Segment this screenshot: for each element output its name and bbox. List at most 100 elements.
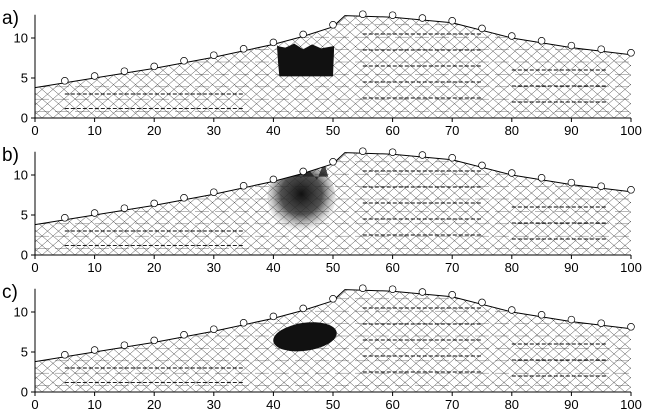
electrode-marker	[627, 323, 635, 331]
y-tick-label: 10	[14, 305, 28, 320]
electrode-marker	[269, 175, 278, 184]
x-tick-label: 0	[31, 397, 38, 411]
electrode-marker	[329, 21, 337, 29]
mesh	[35, 152, 631, 256]
electrode-marker	[120, 67, 129, 75]
electrode-marker	[478, 24, 486, 33]
electrode-marker	[418, 288, 427, 296]
electrode-marker	[537, 37, 546, 45]
electrode-marker	[150, 62, 158, 71]
y-tick-label: 0	[21, 248, 28, 263]
panel-c: c) 0 10 20 30 40 50 60 70 80 90 100 0 5 10	[0, 274, 659, 412]
electrode-marker	[627, 186, 635, 194]
electrode-marker	[388, 148, 397, 156]
anomaly-block	[276, 43, 335, 77]
y-tick-label: 5	[21, 71, 28, 86]
electrode-marker	[567, 315, 576, 324]
x-tick-label: 100	[620, 260, 642, 274]
electrode-marker	[627, 49, 635, 57]
electrode-marker	[359, 284, 367, 292]
panel-a-plot: 0 10 20 30 40 50 60 70 80 90 100 0 5 10	[14, 10, 642, 138]
axes: 0 10 20 30 40 50 60 70 80 90 100 0 5 10	[14, 288, 642, 412]
x-tick-label: 90	[564, 260, 578, 274]
electrode-marker	[597, 45, 605, 53]
electrode-marker	[388, 11, 397, 19]
x-tick-label: 60	[385, 260, 399, 274]
x-tick-label: 80	[505, 123, 519, 137]
electrode-marker	[329, 158, 337, 166]
x-tick-label: 40	[266, 397, 280, 411]
electrode-marker	[239, 182, 248, 190]
electrode-marker	[299, 167, 307, 176]
x-tick-label: 80	[505, 260, 519, 274]
x-tick-label: 70	[445, 397, 459, 411]
electrode-marker	[180, 194, 188, 202]
electrode-marker	[299, 304, 307, 313]
anomaly-ellipse	[273, 322, 337, 352]
x-tick-label: 50	[326, 260, 340, 274]
electrode-marker	[239, 45, 248, 53]
electrode-marker	[299, 30, 307, 39]
electrode-marker	[180, 57, 188, 65]
panel-b: b) 0 10 20 30 40 50 60 70 80 90 100 0 5 10	[0, 137, 659, 275]
x-tick-label: 20	[147, 123, 161, 137]
electrode-marker	[448, 17, 456, 25]
y-tick-label: 5	[21, 208, 28, 223]
electrode-marker	[210, 188, 218, 196]
electrode-marker	[90, 72, 99, 80]
electrode-marker	[61, 214, 69, 222]
electrode-marker	[269, 312, 278, 321]
electrode-marker	[508, 169, 516, 177]
electrode-marker	[508, 32, 516, 40]
electrode-marker	[329, 295, 337, 303]
x-tick-label: 90	[564, 123, 578, 137]
electrode-marker	[61, 351, 69, 359]
panel-a: a) 0 10 20 30 40 50 60 70 80 90 100 0 5 10	[0, 0, 659, 138]
electrode-marker	[597, 319, 605, 327]
y-tick-label: 10	[14, 31, 28, 46]
panel-b-label: b)	[2, 145, 19, 166]
x-tick-label: 70	[445, 123, 459, 137]
electrode-marker	[537, 311, 546, 319]
x-tick-label: 80	[505, 397, 519, 411]
electrode-marker	[269, 38, 278, 47]
electrode-marker	[388, 285, 397, 293]
y-tick-label: 10	[14, 168, 28, 183]
mesh	[35, 289, 631, 393]
x-tick-label: 70	[445, 260, 459, 274]
x-tick-label: 40	[266, 123, 280, 137]
x-tick-label: 0	[31, 260, 38, 274]
electrode-marker	[567, 178, 576, 187]
electrode-marker	[478, 298, 486, 307]
x-tick-label: 10	[87, 123, 101, 137]
x-tick-label: 100	[620, 123, 642, 137]
panel-a-label: a)	[2, 8, 19, 29]
x-tick-label: 40	[266, 260, 280, 274]
electrode-marker	[567, 41, 576, 50]
x-tick-label: 30	[207, 397, 221, 411]
electrode-marker	[239, 319, 248, 327]
electrode-marker	[597, 182, 605, 190]
electrode-marker	[61, 77, 69, 85]
electrode-marker	[150, 336, 158, 345]
x-tick-label: 10	[87, 397, 101, 411]
electrode-marker	[418, 14, 427, 22]
x-tick-label: 50	[326, 397, 340, 411]
axes: 0 10 20 30 40 50 60 70 80 90 100 0 5 10	[14, 14, 642, 138]
y-tick-label: 5	[21, 345, 28, 360]
x-tick-label: 20	[147, 260, 161, 274]
electrode-marker	[210, 325, 218, 333]
panel-c-label: c)	[2, 282, 18, 303]
x-tick-label: 10	[87, 260, 101, 274]
electrode-marker	[150, 199, 158, 208]
electrode-marker	[478, 161, 486, 170]
electrode-marker	[359, 10, 367, 18]
electrode-marker	[90, 346, 99, 354]
x-tick-label: 0	[31, 123, 38, 137]
x-tick-label: 100	[620, 397, 642, 411]
electrode-marker	[448, 291, 456, 299]
x-tick-label: 20	[147, 397, 161, 411]
anomaly-diffuse	[267, 163, 336, 232]
electrode-marker	[180, 331, 188, 339]
x-tick-label: 90	[564, 397, 578, 411]
